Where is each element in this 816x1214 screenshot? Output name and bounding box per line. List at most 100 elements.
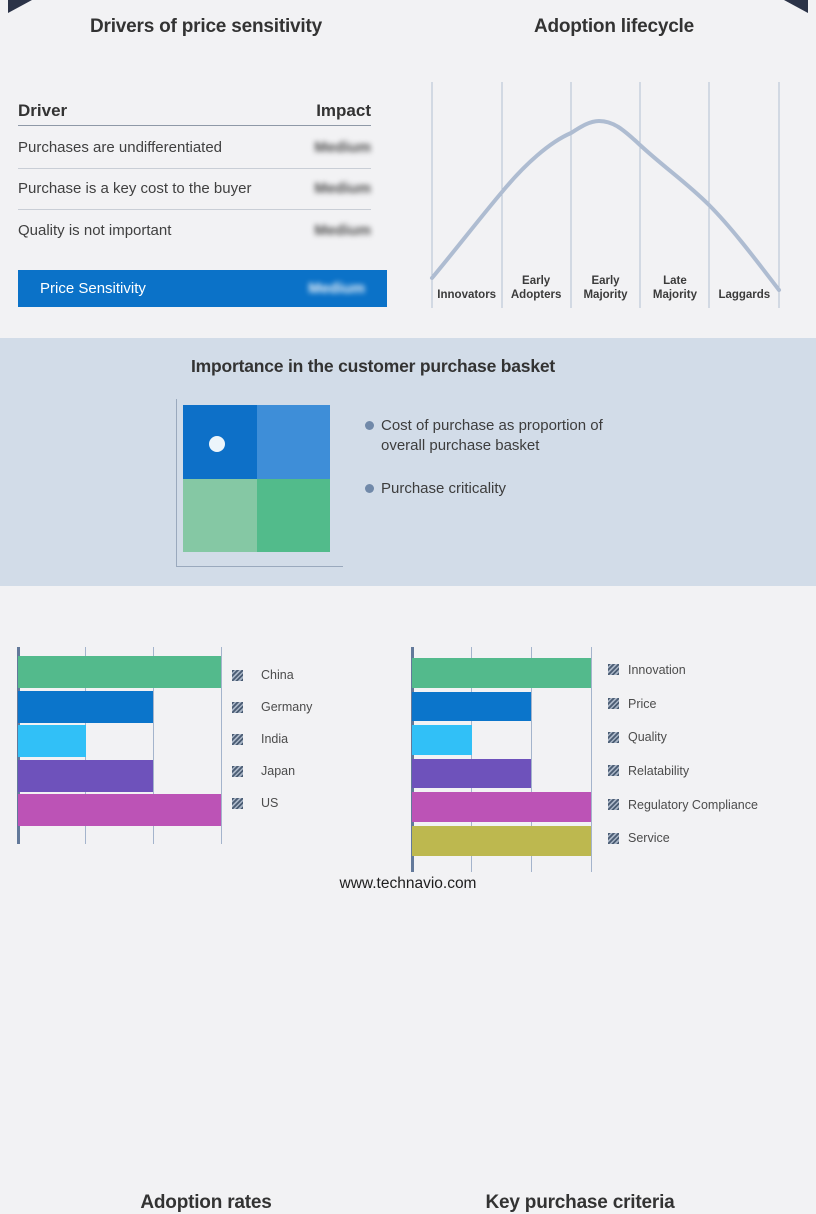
quadrant-x-axis [176,566,343,567]
legend-swatch-icon [608,799,619,811]
legend-label: Quality [628,730,667,745]
legend-item: Relatability [608,754,758,788]
bell-curve-line [430,118,781,292]
price-sensitivity-label: Price Sensitivity [40,280,146,297]
legend-label: Germany [261,700,313,714]
legend-label: Japan [261,764,296,778]
key-purchase-criteria-title: Key purchase criteria [485,1192,675,1213]
lifecycle-stage-labels: Innovators Early Adopters Early Majority Late… [432,266,779,303]
bar-quality [412,725,472,755]
legend-swatch-icon [608,832,619,844]
top-section: Drivers of price sensitivity Driver Impa… [0,0,816,338]
legend-item: US [232,787,312,819]
adoption_rates-legend: China Germany India Japan US [232,659,312,819]
bar-china [18,656,221,688]
bullet-item: Cost of purchase as proportion of overal… [365,416,635,455]
price-sensitivity-impact-value: Medium [308,280,365,297]
bar-service [412,826,591,856]
drivers-table-header: Driver Impact [18,96,371,126]
bullet-text: Cost of purchase as proportion of overal… [381,417,603,454]
x-gridline [530,647,532,872]
x-gridline [590,647,592,872]
quadrant-y-axis [176,399,177,567]
bar-price [412,691,532,722]
bar-india [18,725,86,758]
legend-swatch-icon [608,664,619,676]
table-row: Purchase is a key cost to the buyer Mediu… [18,169,371,210]
legend-item: Japan [232,755,312,787]
quadrant-bottom-right [256,478,330,552]
stage-label: Late Majority [652,275,697,302]
footer-website-link: www.technavio.com [339,875,477,892]
bullet-text: Purchase criticality [381,480,507,497]
adoption_rates-plot [17,647,222,844]
quadrant-top-right [256,405,330,479]
corner-ribbon-left-icon [8,0,32,13]
driver-cell: Quality is not important [18,222,172,240]
price-sensitivity-banner: Price Sensitivity Medium [18,270,387,307]
x-gridline [220,647,222,844]
table-row: Quality is not important Medium [18,210,371,252]
legend-swatch-icon [608,765,619,777]
legend-swatch-icon [608,731,619,743]
position-marker-dot [209,436,225,452]
legend-label: Regulatory Compliance [628,797,758,812]
legend-item: China [232,659,312,691]
stage-label: Innovators [437,289,497,302]
legend-label: India [261,732,289,746]
legend-item: Regulatory Compliance [608,788,758,822]
legend-swatch-icon [232,669,243,681]
legend-swatch-icon [232,733,243,745]
basket-bullet-list: Cost of purchase as proportion of overal… [365,416,635,523]
driver-cell: Purchases are undifferentiated [18,138,223,156]
drivers-table-rows: Purchases are undifferentiated Medium Purc… [18,127,371,252]
bar-us [18,794,221,827]
legend-item: Innovation [608,653,758,687]
basket-panel-title: Importance in the customer purchase bask… [190,356,556,376]
bar-innovation [412,658,591,688]
stage-label: Laggards [718,289,771,302]
legend-swatch-icon [232,701,243,713]
legend-label: Service [628,831,670,846]
drivers-panel-title: Drivers of price sensitivity [89,16,322,37]
driver-cell: Purchase is a key cost to the buyer [18,180,252,198]
lifecycle-bell-curve-chart [430,82,781,308]
bullet-item: Purchase criticality [365,479,635,499]
purchase-basket-band [0,338,816,586]
adoption-rates-title: Adoption rates [140,1192,272,1213]
table-row: Purchases are undifferentiated Medium [18,127,371,169]
quadrant-bottom-left [183,478,257,552]
stage-label: Early Majority [583,275,628,302]
legend-swatch-icon [232,797,243,809]
x-gridline [85,647,87,844]
legend-swatch-icon [608,698,619,710]
stage-label: Early Adopters [510,275,562,302]
legend-label: China [261,668,294,682]
impact-column-header: Impact [316,100,371,120]
key_purchase_criteria-legend: Innovation Price Quality Relatability Regula… [608,653,758,855]
impact-cell: Medium [314,222,371,240]
bar-relatability [412,758,532,789]
legend-label: Price [628,696,657,711]
lifecycle-panel-title: Adoption lifecycle [533,16,695,37]
legend-label: US [261,796,279,810]
legend-item: India [232,723,312,755]
legend-item: Price [608,687,758,721]
purchase-basket-quadrant-chart [183,405,330,552]
legend-label: Relatability [628,763,690,778]
key_purchase_criteria-plot [411,647,592,872]
legend-swatch-icon [232,765,243,777]
legend-label: Innovation [628,662,686,677]
bar-germany [18,690,154,723]
legend-item: Quality [608,720,758,754]
bar-regulatory-compliance [412,792,591,822]
impact-cell: Medium [314,180,371,198]
x-gridline [152,647,154,844]
legend-item: Service [608,821,758,855]
driver-column-header: Driver [18,100,68,120]
bullet-icon [365,484,374,493]
bar-japan [18,759,154,792]
legend-item: Germany [232,691,312,723]
impact-cell: Medium [314,138,371,156]
